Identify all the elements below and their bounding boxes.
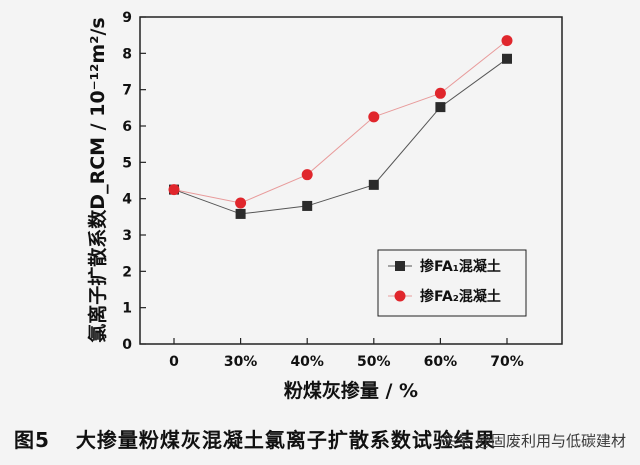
y-tick-label: 0 <box>122 337 132 353</box>
data-point <box>301 169 313 181</box>
legend-label-fa2: 掺FA₂混凝土 <box>420 288 501 305</box>
series-line <box>173 40 508 204</box>
y-tick-label: 6 <box>122 119 132 135</box>
plot-area <box>139 16 563 345</box>
legend-label-fa1: 掺FA₁混凝土 <box>420 258 501 275</box>
legend-marker-fa2 <box>394 290 406 302</box>
data-point <box>368 111 380 123</box>
watermark: 头条 @固废利用与低碳建材 <box>441 432 626 450</box>
y-tick-label: 8 <box>122 46 132 62</box>
data-point <box>235 208 246 219</box>
series-1 <box>169 53 512 219</box>
y-tick-label: 5 <box>122 155 132 171</box>
x-tick-label: 30% <box>224 354 258 370</box>
series-line <box>173 58 508 215</box>
series-layer <box>168 35 513 219</box>
data-point <box>168 184 180 196</box>
x-tick-label: 60% <box>424 354 458 370</box>
data-point <box>302 200 313 211</box>
figure-caption: 图5 大掺量粉煤灰混凝土氯离子扩散系数试验结果 <box>14 424 496 453</box>
figure-number: 图5 <box>14 428 50 452</box>
y-axis-label: 氯离子扩散系数D_RCM / 10⁻¹²m²/s <box>86 17 109 342</box>
data-point <box>434 87 446 99</box>
series-2 <box>168 35 513 209</box>
legend: 掺FA₁混凝土 掺FA₂混凝土 <box>377 249 527 317</box>
figure-title: 大掺量粉煤灰混凝土氯离子扩散系数试验结果 <box>75 428 496 452</box>
y-tick-label: 9 <box>122 10 132 26</box>
y-axis: 0 1 2 3 4 5 6 7 8 9 <box>122 10 146 353</box>
data-point <box>502 53 512 64</box>
x-tick-label: 0 <box>169 354 179 370</box>
chart: 0 1 2 3 4 5 6 7 8 9 0 30% 40% 50% 60% 70% 掺FA₁混凝土 掺FA₂… <box>86 10 563 402</box>
data-point <box>501 35 513 47</box>
y-tick-label: 7 <box>122 83 132 99</box>
y-tick-label: 4 <box>122 192 132 208</box>
x-axis: 0 30% 40% 50% 60% 70% <box>169 338 524 370</box>
x-tick-label: 70% <box>490 354 524 370</box>
data-point <box>235 197 247 209</box>
data-point <box>435 102 446 113</box>
x-tick-label: 40% <box>290 354 324 370</box>
x-axis-label: 粉煤灰掺量 / % <box>284 379 418 402</box>
y-tick-label: 2 <box>122 264 132 280</box>
legend-marker-fa1 <box>395 261 405 271</box>
data-point <box>368 179 379 190</box>
y-tick-label: 1 <box>122 301 132 317</box>
x-tick-label: 50% <box>357 354 391 370</box>
y-tick-label: 3 <box>122 228 132 244</box>
